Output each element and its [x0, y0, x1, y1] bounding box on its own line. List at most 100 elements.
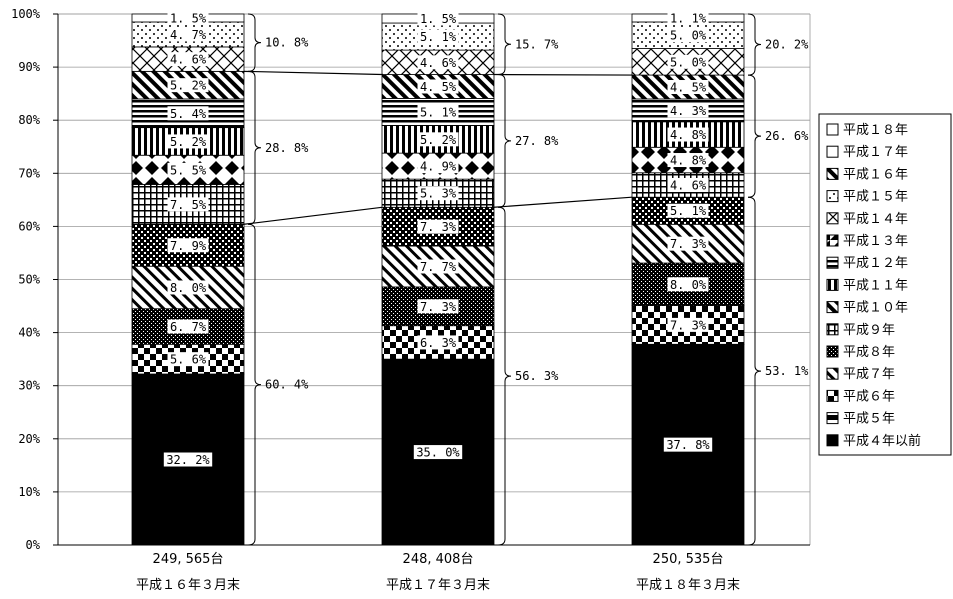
legend-entry: 平成１４年 [843, 212, 908, 227]
y-tick-label: 0% [26, 538, 41, 552]
segment-label-bg [167, 162, 209, 177]
legend-swatch [826, 301, 839, 314]
segment-label-bg [417, 335, 459, 350]
connector-line [243, 206, 383, 225]
segment-label: 5. 1% [670, 204, 707, 218]
segment-label: 35. 0% [416, 446, 460, 460]
y-tick-label: 10% [18, 485, 40, 499]
segment-label-bg [163, 452, 213, 467]
legend-swatch [826, 190, 839, 203]
segment-label-bg [167, 106, 209, 121]
segment-label-bg [417, 55, 459, 70]
y-tick-label: 50% [18, 273, 40, 287]
legend-swatch [826, 123, 839, 136]
segment-label-bg [167, 78, 209, 93]
segment-label: 5. 5% [170, 163, 207, 177]
y-tick-label: 90% [18, 60, 40, 74]
segment-label: 7. 3% [420, 300, 457, 314]
legend-entry: 平成７年 [843, 367, 895, 382]
legend-swatch [826, 412, 839, 425]
segment-label-bg [167, 134, 209, 149]
segment-label-bg [667, 317, 709, 332]
y-tick-label: 100% [11, 7, 41, 21]
segment-label-bg [667, 203, 709, 218]
legend-entry: 平成１６年 [843, 167, 908, 182]
segment-label-bg [417, 159, 459, 174]
legend-swatch [826, 278, 839, 291]
segment-label: 32. 2% [166, 453, 210, 467]
y-tick-label: 40% [18, 326, 40, 340]
legend-entry: 平成９年 [843, 323, 895, 338]
x-tick-label: 平成１７年３月末 [386, 578, 490, 593]
segment-label-bg [167, 319, 209, 334]
segment-label: 7. 9% [170, 239, 207, 253]
segment-label: 1. 5% [420, 12, 457, 26]
legend-swatch [826, 167, 839, 180]
connector-line [493, 196, 633, 208]
group-label: 60. 4% [265, 378, 309, 392]
segment-label: 7. 3% [420, 220, 457, 234]
brace-layer: 60. 4% 28. 8% 10. 8% 56. 3% 27. 8% 15. 7% 53. … [247, 13, 809, 546]
segment-label: 1. 5% [170, 11, 207, 25]
group-brace [747, 196, 762, 546]
segment-label: 5. 2% [170, 79, 207, 93]
group-label: 27. 8% [515, 134, 559, 148]
segment-label: 4. 6% [170, 53, 207, 67]
x-tick-label: 平成１８年３月末 [636, 578, 740, 593]
segment-label: 5. 0% [670, 29, 707, 43]
segment-label: 4. 6% [420, 56, 457, 70]
segment-label: 5. 2% [420, 133, 457, 147]
segment-label: 6. 7% [170, 320, 207, 334]
label-layer: 32. 2% 5. 6% 6. 7% 8. 0% 7. 9% 7. 5% 5. 5% 5. 2… [163, 10, 713, 467]
group-label: 10. 8% [265, 36, 309, 50]
segment-label-bg [417, 299, 459, 314]
segment-label: 8. 0% [670, 278, 707, 292]
x-tick-label: 平成１６年３月末 [136, 578, 240, 593]
segment-label: 5. 4% [170, 107, 207, 121]
segment-label-bg [667, 80, 709, 95]
segment-label-bg [417, 79, 459, 94]
segment-label-bg [417, 186, 459, 201]
segment-label-bg [417, 259, 459, 274]
legend-swatch [826, 323, 839, 336]
segment-label-bg [667, 54, 709, 69]
legend-entry: 平成１０年 [843, 301, 908, 316]
segment-label-bg [167, 238, 209, 253]
legend-entry: 平成１７年 [843, 145, 908, 160]
group-label: 56. 3% [515, 369, 559, 383]
y-tick-label: 70% [18, 166, 40, 180]
group-brace [747, 13, 762, 76]
group-brace [497, 13, 512, 76]
group-label: 28. 8% [265, 141, 309, 155]
x-tick-total: 250, 535台 [653, 552, 724, 567]
group-brace [497, 74, 512, 208]
segment-label: 7. 3% [670, 318, 707, 332]
legend-box [818, 113, 952, 456]
segment-label-bg [667, 10, 709, 25]
segment-label: 5. 3% [420, 187, 457, 201]
legend-entry: 平成１５年 [843, 190, 908, 205]
segment-label: 7. 7% [420, 260, 457, 274]
segment-label-bg [167, 352, 209, 367]
segment-label-bg [167, 197, 209, 212]
segment-label-bg [667, 277, 709, 292]
group-brace [747, 74, 762, 198]
y-tick-label: 20% [18, 432, 40, 446]
segment-label: 4. 3% [670, 104, 707, 118]
group-label: 20. 2% [765, 38, 809, 52]
segment-label: 1. 1% [670, 11, 707, 25]
segment-label-bg [417, 219, 459, 234]
axis-layer: 0% 10% 20% 30% 40% 50% 60% 70% 80% 90% 100% 249, 56… [11, 7, 810, 593]
legend-entry: 平成１１年 [843, 278, 908, 293]
segment-label: 5. 1% [420, 30, 457, 44]
segment-label: 4. 6% [670, 178, 707, 192]
segment-label-bg [667, 177, 709, 192]
connector-line [243, 70, 383, 76]
segment-label-bg [667, 153, 709, 168]
x-tick-total: 249, 565台 [153, 552, 224, 567]
segment-label: 4. 7% [170, 28, 207, 42]
legend-swatch [826, 212, 839, 225]
y-tick-label: 30% [18, 379, 40, 393]
legend-entry: 平成５年 [843, 412, 895, 427]
